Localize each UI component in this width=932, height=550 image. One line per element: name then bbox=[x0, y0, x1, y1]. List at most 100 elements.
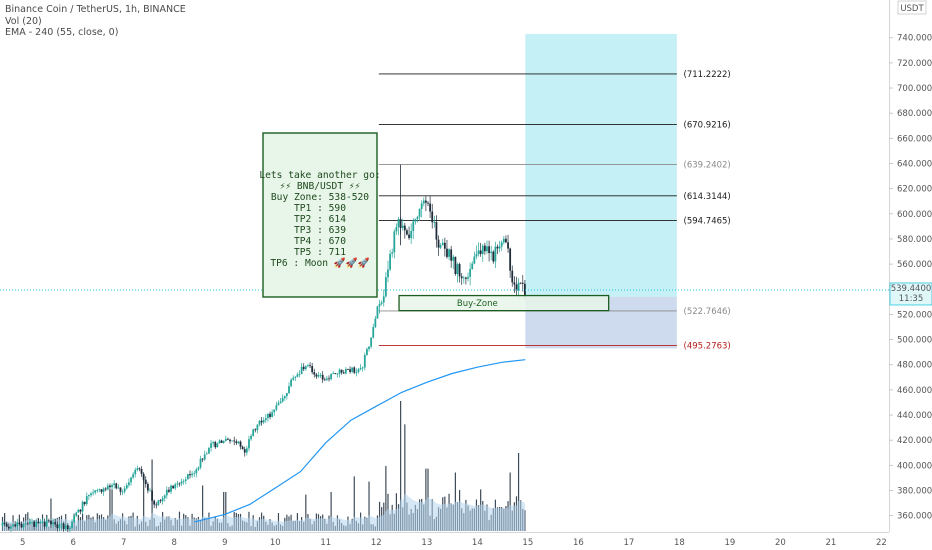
candle-body bbox=[408, 234, 410, 238]
candle-body bbox=[106, 485, 109, 490]
candle-body bbox=[45, 520, 48, 527]
candle-body bbox=[330, 374, 333, 380]
trade-note-box[interactable] bbox=[262, 132, 378, 298]
candle-body bbox=[264, 418, 267, 421]
target-profit-zone[interactable] bbox=[525, 33, 677, 297]
candle-body bbox=[269, 413, 271, 418]
candle-body bbox=[31, 521, 33, 523]
candle-body bbox=[205, 453, 208, 455]
price-axis-unit: USDT bbox=[900, 4, 924, 14]
candle-body bbox=[300, 366, 303, 375]
note-line-8: TP5 : 711 bbox=[294, 247, 346, 258]
note-line-7: TP4 : 670 bbox=[294, 236, 346, 247]
candle-body bbox=[340, 369, 343, 373]
symbol-title[interactable]: Binance Coin / TetherUS, 1h, BINANCE bbox=[5, 4, 186, 15]
candle-body bbox=[357, 369, 360, 373]
buy-zone-box[interactable] bbox=[398, 294, 610, 312]
price-tick-label: 620.0000 bbox=[897, 185, 932, 195]
candle-body bbox=[271, 412, 274, 418]
time-tick-label: 14 bbox=[472, 538, 483, 548]
candle-body bbox=[513, 282, 516, 285]
candle-body bbox=[52, 522, 54, 525]
candle-body bbox=[201, 458, 204, 460]
note-line-6: TP3 : 639 bbox=[294, 225, 346, 236]
candle-body bbox=[302, 366, 305, 370]
candle-body bbox=[73, 515, 76, 523]
time-tick-label: 20 bbox=[775, 538, 786, 548]
volume-bar bbox=[111, 489, 113, 531]
candle-body bbox=[243, 449, 246, 453]
candle-body bbox=[66, 525, 69, 530]
candle-body bbox=[176, 483, 179, 485]
candle-body bbox=[227, 438, 229, 440]
volume-bar bbox=[223, 492, 225, 531]
candle-body bbox=[473, 256, 476, 264]
candle-body bbox=[344, 368, 347, 374]
candle-body bbox=[311, 366, 314, 373]
candle-body bbox=[26, 523, 29, 525]
candle-body bbox=[98, 489, 101, 491]
candle-body bbox=[142, 473, 145, 480]
note-line-3: Buy Zone: 538-520 bbox=[271, 192, 369, 203]
candle-body bbox=[456, 264, 459, 275]
candle-body bbox=[378, 303, 381, 307]
candle-body bbox=[180, 481, 183, 484]
candle-body bbox=[279, 401, 282, 404]
candle-body bbox=[406, 230, 408, 235]
candle-body bbox=[233, 440, 236, 442]
candle-body bbox=[134, 469, 137, 475]
candle-body bbox=[146, 484, 149, 491]
candle-body bbox=[58, 524, 61, 529]
ema-indicator-label[interactable]: EMA - 240 (55, close, 0) bbox=[5, 27, 119, 38]
candle-body bbox=[12, 524, 14, 527]
candle-body bbox=[424, 200, 427, 203]
price-tick-label: 740.0000 bbox=[897, 34, 932, 44]
time-tick-label: 22 bbox=[876, 538, 887, 548]
candle-body bbox=[460, 276, 463, 279]
candle-body bbox=[376, 306, 379, 319]
price-tick-label: 420.0000 bbox=[897, 436, 932, 446]
candle-body bbox=[254, 429, 257, 431]
candle-body bbox=[523, 283, 526, 296]
volume-bar bbox=[109, 489, 111, 531]
candle-body bbox=[241, 446, 244, 450]
candle-body bbox=[20, 523, 23, 528]
volume-indicator-label[interactable]: Vol (20) bbox=[5, 15, 42, 27]
candle-body bbox=[448, 249, 450, 257]
level-label: (522.7646) bbox=[684, 307, 731, 317]
volume-moving-average bbox=[2, 493, 525, 531]
price-axis[interactable]: 360.0000 380.0000 400.0000 420.0000 440.0000… bbox=[889, 34, 932, 522]
candle-body bbox=[258, 420, 261, 425]
candle-body bbox=[275, 405, 278, 410]
candle-body bbox=[109, 485, 111, 488]
candle-body bbox=[138, 468, 141, 470]
candle-body bbox=[100, 489, 103, 492]
candle-body bbox=[521, 282, 524, 284]
current-price-value: 539.4400 bbox=[891, 284, 932, 294]
candle-body bbox=[210, 443, 212, 449]
candle-body bbox=[155, 504, 158, 506]
candle-body bbox=[290, 379, 292, 387]
time-tick-label: 19 bbox=[724, 538, 735, 548]
candle-body bbox=[437, 239, 440, 248]
candle-body bbox=[505, 238, 507, 243]
candle-body bbox=[443, 242, 446, 249]
volume-bar bbox=[368, 481, 370, 531]
price-tick-label: 480.0000 bbox=[897, 361, 932, 371]
candle-body bbox=[349, 369, 351, 372]
candle-body bbox=[517, 282, 520, 291]
candle-body bbox=[416, 216, 419, 219]
candle-body bbox=[5, 523, 8, 527]
candle-body bbox=[96, 490, 99, 491]
candle-body bbox=[56, 524, 59, 529]
volume-bar bbox=[50, 498, 52, 531]
candle-body bbox=[35, 521, 38, 527]
volume-bar bbox=[400, 401, 402, 531]
time-axis[interactable]: 5 6 7 8 9 10 11 12 13 14 15 16 17 18 19 20 21 22 bbox=[20, 538, 887, 548]
candle-body bbox=[481, 245, 484, 255]
candle-body bbox=[174, 484, 177, 489]
candle-body bbox=[81, 501, 84, 512]
time-tick-label: 7 bbox=[121, 538, 126, 548]
candle-body bbox=[313, 372, 316, 375]
